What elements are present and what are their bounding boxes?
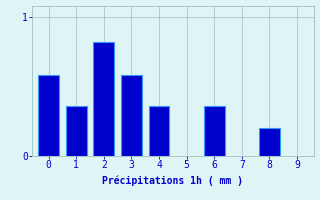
Bar <box>121 75 142 156</box>
Bar <box>204 106 225 156</box>
Bar <box>149 106 169 156</box>
X-axis label: Précipitations 1h ( mm ): Précipitations 1h ( mm ) <box>102 176 243 186</box>
Bar <box>66 106 86 156</box>
Bar <box>38 75 59 156</box>
Bar <box>93 42 114 156</box>
Bar <box>259 128 280 156</box>
